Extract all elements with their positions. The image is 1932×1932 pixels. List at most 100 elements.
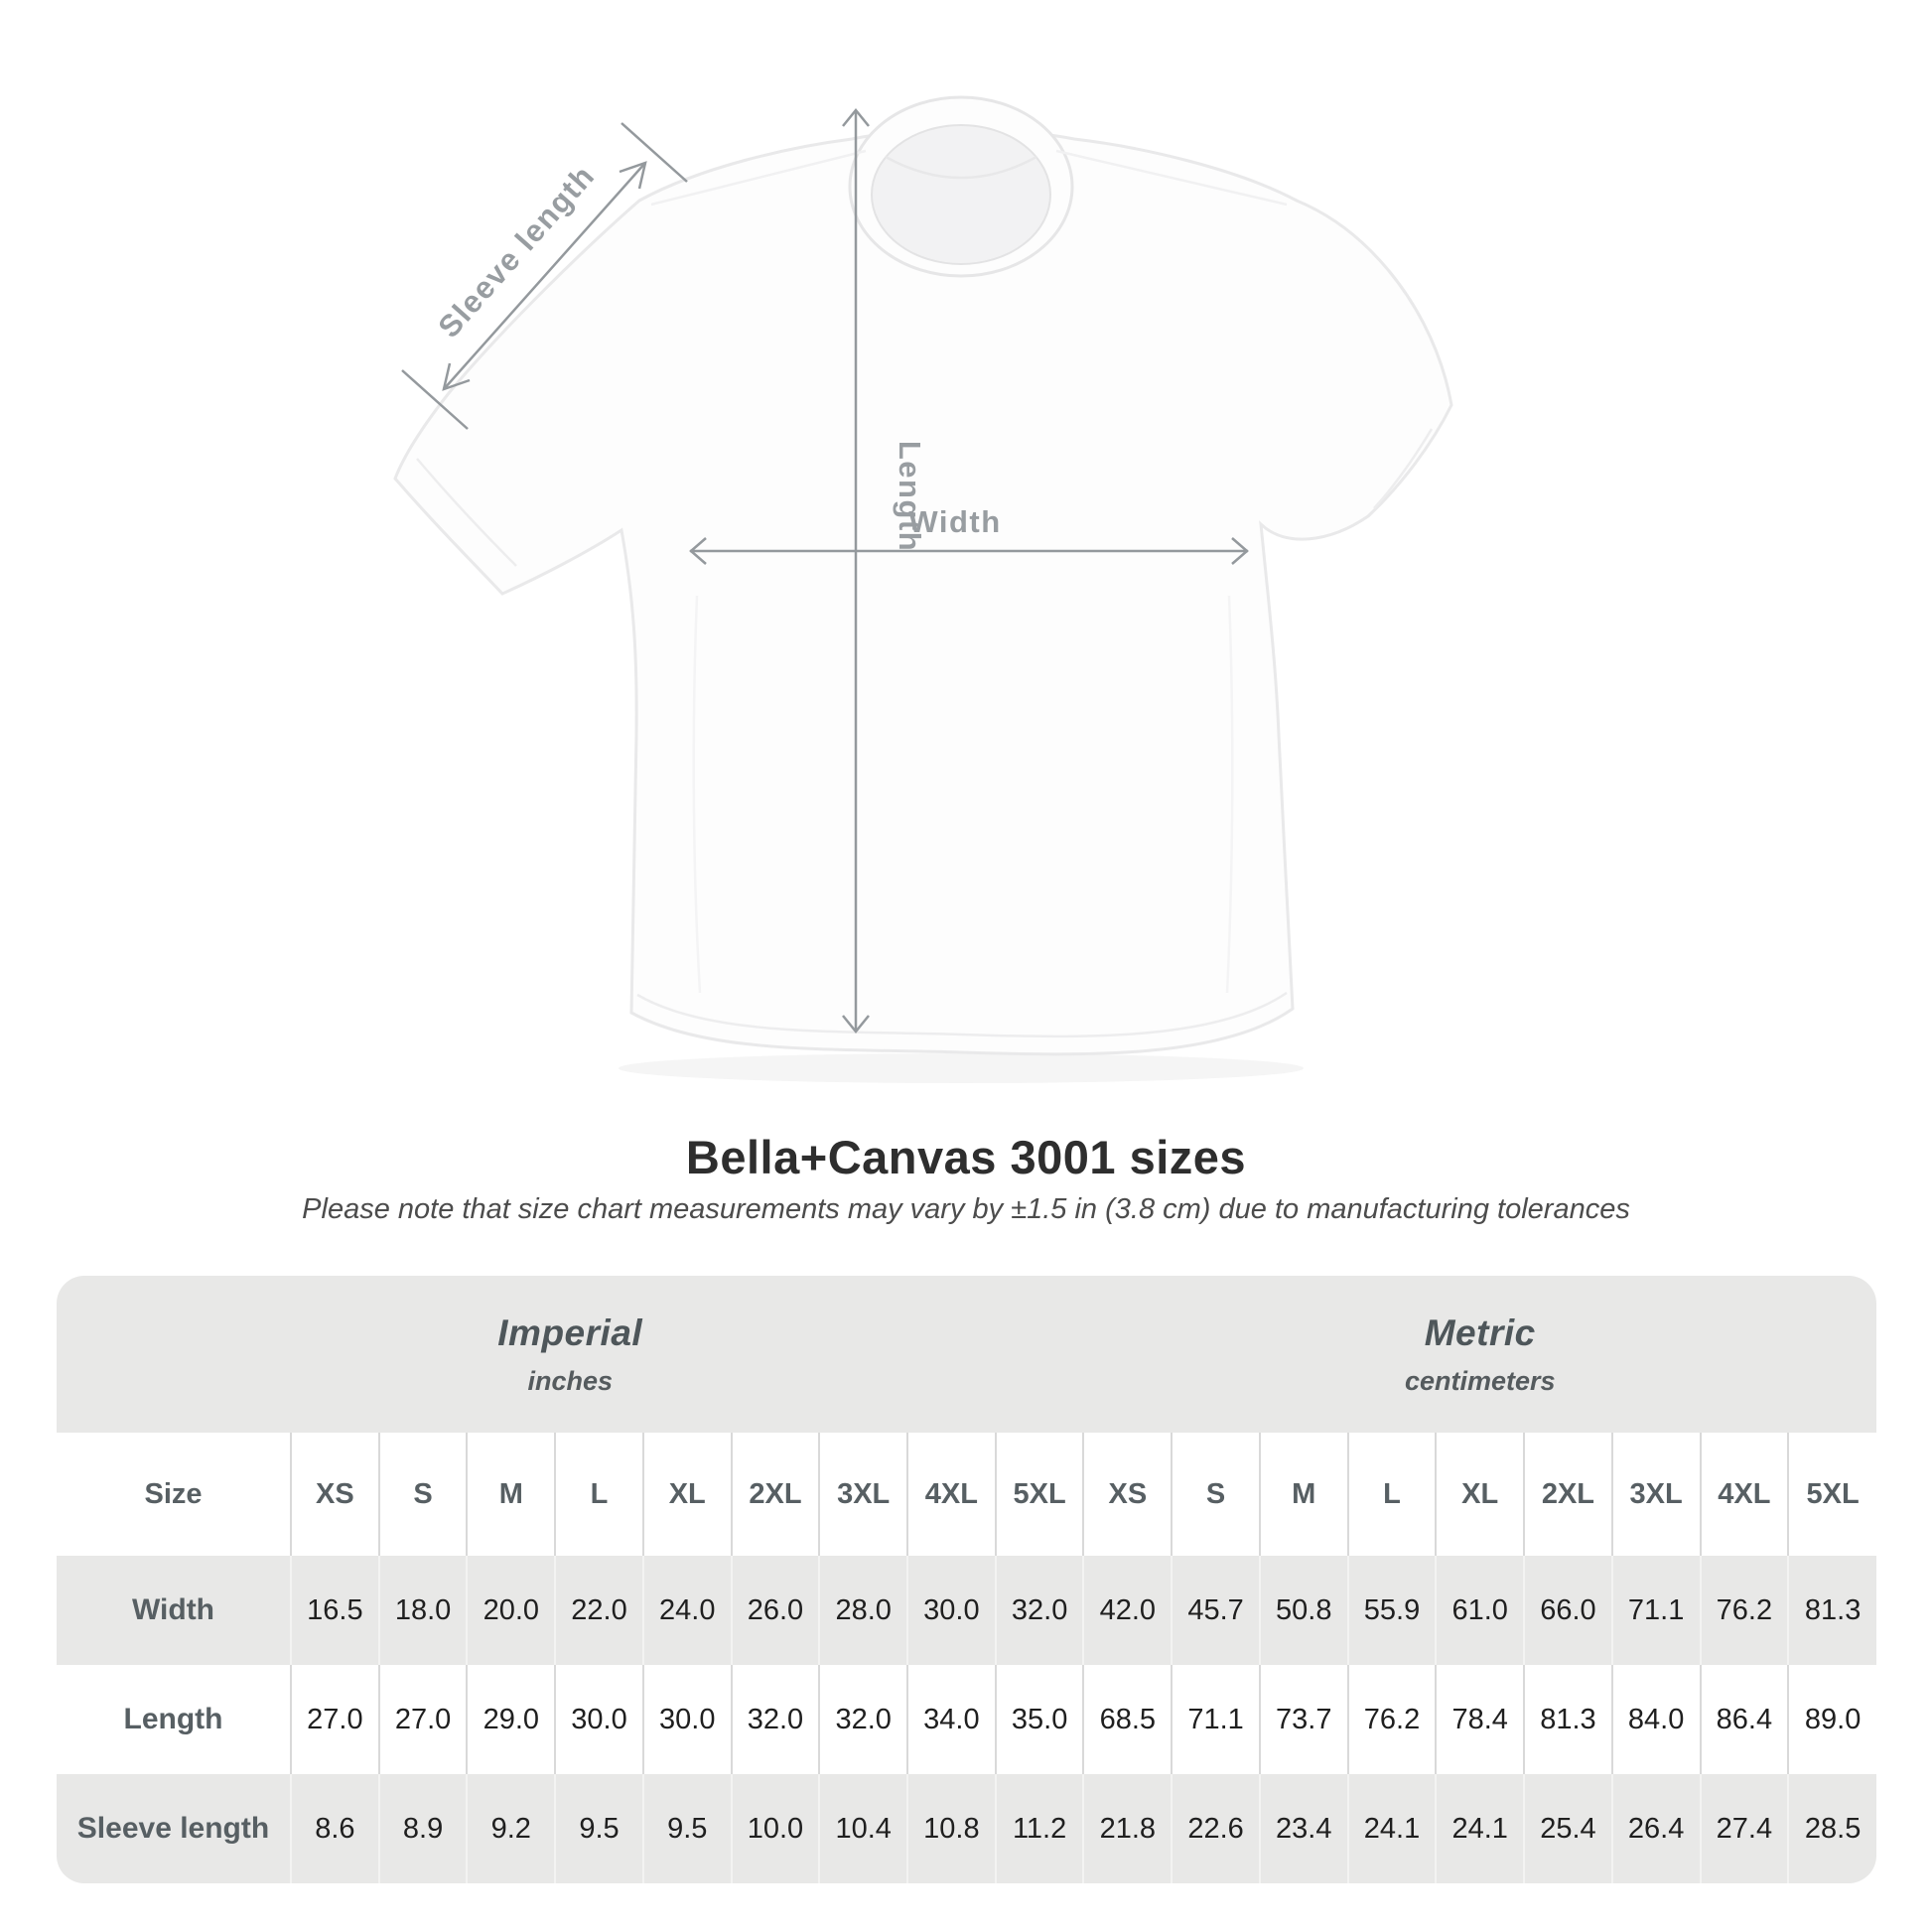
measurement-arrows [401,108,1249,1034]
cell-metric-s: 22.6 [1171,1774,1260,1883]
tshirt-body [393,128,1453,1056]
cell-metric-s: 71.1 [1171,1665,1260,1774]
size-header-metric-xl: XL [1435,1433,1525,1556]
row-label: Sleeve length [57,1774,291,1883]
cell-metric-xs: 42.0 [1082,1556,1173,1665]
cell-metric-3xl: 84.0 [1610,1665,1701,1774]
size-column-header: Size [57,1433,291,1556]
cell-imperial-5xl: 11.2 [994,1774,1084,1883]
cell-imperial-xl: 9.5 [641,1774,732,1883]
cell-imperial-2xl: 10.0 [730,1774,820,1883]
cell-imperial-l: 22.0 [554,1556,643,1665]
size-header-metric-2xl: 2XL [1523,1433,1612,1556]
page-title: Bella+Canvas 3001 sizes [685,1131,1247,1183]
cell-imperial-3xl: 10.4 [818,1774,908,1883]
cell-metric-2xl: 81.3 [1523,1665,1612,1774]
size-header-metric-s: S [1171,1433,1260,1556]
cell-metric-5xl: 81.3 [1787,1556,1876,1665]
table-row-width: Width 16.5 18.0 20.0 22.0 24.0 26.0 28.0 30.0 32.… [57,1556,1876,1665]
cell-metric-5xl: 28.5 [1787,1774,1876,1883]
cell-imperial-xs: 16.5 [290,1556,379,1665]
cell-imperial-4xl: 34.0 [906,1665,996,1774]
size-header-imperial-xs: XS [290,1433,379,1556]
size-table-grid: Imperial inches Metric centimeters Size … [57,1276,1876,1883]
cell-metric-xs: 21.8 [1082,1774,1173,1883]
cell-imperial-2xl: 26.0 [730,1556,820,1665]
unit-band-row: Imperial inches Metric centimeters [57,1276,1876,1433]
size-header-metric-xs: XS [1082,1433,1173,1556]
cell-imperial-s: 18.0 [377,1556,468,1665]
cell-imperial-xl: 24.0 [641,1556,732,1665]
cell-imperial-l: 9.5 [554,1774,643,1883]
sleeve-arrowhead-top [619,161,647,190]
size-header-row: Size XS S M L XL 2XL 3XL 4XL 5XL XS S M L XL 2XL 3XL 4XL… [57,1433,1876,1556]
size-table-body: Width 16.5 18.0 20.0 22.0 24.0 26.0 28.0 30.0 32.… [57,1556,1876,1883]
width-arrowhead-right [1231,537,1249,565]
size-header-imperial-2xl: 2XL [730,1433,820,1556]
table-row-length: Length 27.0 27.0 29.0 30.0 30.0 32.0 32.0 34.0 35… [57,1665,1876,1774]
size-table: Imperial inches Metric centimeters Size … [57,1276,1876,1883]
size-header-imperial-4xl: 4XL [906,1433,996,1556]
row-label: Length [57,1665,291,1774]
cell-imperial-m: 29.0 [466,1665,556,1774]
cell-metric-xl: 61.0 [1435,1556,1525,1665]
cell-metric-5xl: 89.0 [1787,1665,1876,1774]
length-arrowhead-bottom [842,1015,870,1034]
size-header-imperial-s: S [377,1433,468,1556]
cell-metric-m: 73.7 [1258,1665,1348,1774]
cell-imperial-xl: 30.0 [641,1665,732,1774]
cell-metric-2xl: 66.0 [1523,1556,1612,1665]
cell-metric-4xl: 76.2 [1699,1556,1789,1665]
cell-imperial-m: 9.2 [466,1774,556,1883]
imperial-unit-label: inches [527,1365,613,1396]
cell-metric-xl: 78.4 [1435,1665,1525,1774]
cell-imperial-s: 27.0 [377,1665,468,1774]
cell-imperial-4xl: 30.0 [906,1556,996,1665]
page-subtitle: Please note that size chart measurements… [302,1193,1630,1225]
sleeve-end-tick-bottom [401,369,469,430]
imperial-band: Imperial inches [57,1276,1084,1433]
cell-imperial-m: 20.0 [466,1556,556,1665]
cell-metric-3xl: 26.4 [1610,1774,1701,1883]
size-header-imperial-5xl: 5XL [994,1433,1084,1556]
cell-metric-l: 24.1 [1346,1774,1437,1883]
cell-imperial-xs: 27.0 [290,1665,379,1774]
metric-label: Metric [1424,1311,1536,1353]
cell-imperial-5xl: 35.0 [994,1665,1084,1774]
size-header-imperial-3xl: 3XL [818,1433,908,1556]
cell-metric-3xl: 71.1 [1610,1556,1701,1665]
imperial-label: Imperial [497,1311,643,1353]
sleeve-arrowhead-bottom [442,362,471,391]
cell-imperial-2xl: 32.0 [730,1665,820,1774]
tshirt-shadow [619,1053,1304,1083]
cell-imperial-l: 30.0 [554,1665,643,1774]
width-arrowhead-left [689,537,707,565]
cell-imperial-3xl: 32.0 [818,1665,908,1774]
cell-imperial-xs: 8.6 [290,1774,379,1883]
cell-metric-m: 50.8 [1258,1556,1348,1665]
table-row-sleeve-length: Sleeve length 8.6 8.9 9.2 9.5 9.5 10.0 10.4 10.8… [57,1774,1876,1883]
tshirt-collar-opening [871,124,1051,265]
size-header-metric-l: L [1346,1433,1437,1556]
cell-metric-4xl: 86.4 [1699,1665,1789,1774]
cell-metric-s: 45.7 [1171,1556,1260,1665]
size-header-metric-m: M [1258,1433,1348,1556]
metric-band: Metric centimeters [1083,1276,1876,1433]
cell-metric-xs: 68.5 [1082,1665,1173,1774]
cell-metric-m: 23.4 [1258,1774,1348,1883]
tshirt-backneck-seam [885,155,1037,180]
cell-metric-l: 55.9 [1346,1556,1437,1665]
length-arrowhead-top [842,108,870,127]
cell-imperial-3xl: 28.0 [818,1556,908,1665]
width-label: Width [908,504,1001,539]
cell-imperial-4xl: 10.8 [906,1774,996,1883]
size-header-metric-4xl: 4XL [1699,1433,1789,1556]
size-header-imperial-xl: XL [641,1433,732,1556]
cell-metric-l: 76.2 [1346,1665,1437,1774]
size-header-metric-3xl: 3XL [1610,1433,1701,1556]
cell-metric-2xl: 25.4 [1523,1774,1612,1883]
size-header-imperial-m: M [466,1433,556,1556]
tshirt-size-diagram: Sleeve length Length Width [393,95,1453,1083]
cell-imperial-s: 8.9 [377,1774,468,1883]
